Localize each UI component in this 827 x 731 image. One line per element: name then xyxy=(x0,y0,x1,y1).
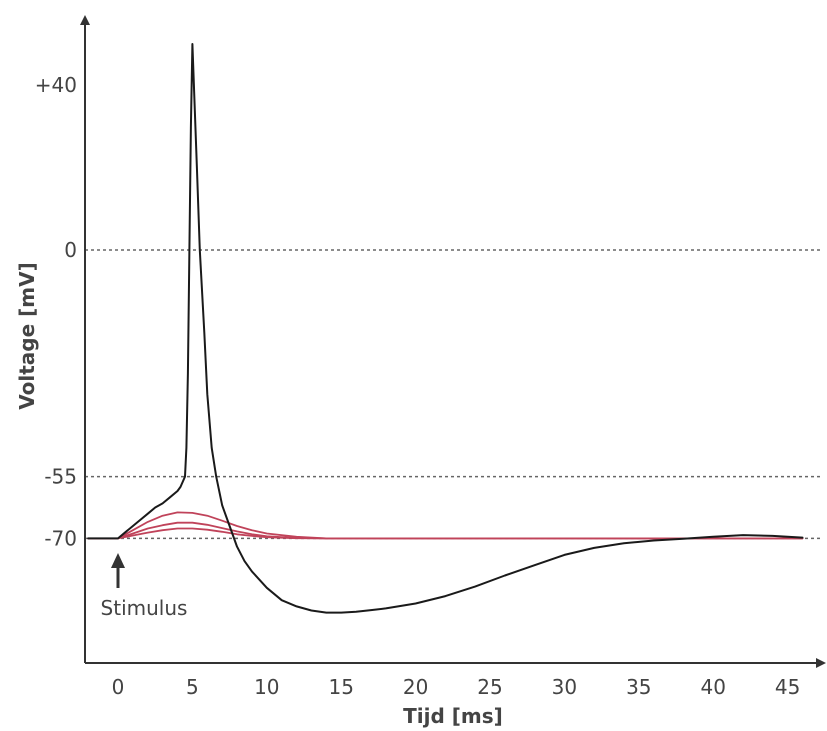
y-tick-label: -55 xyxy=(44,465,77,489)
reference-lines xyxy=(85,249,820,540)
y-tick-label: -70 xyxy=(44,526,77,550)
y-axis-title: Voltage [mV] xyxy=(15,262,39,409)
tick-labels: +40 0 -55 -70 0 5 10 15 20 25 30 35 40 45 xyxy=(35,73,801,699)
y-tick-label: +40 xyxy=(35,73,77,97)
x-tick-label: 10 xyxy=(254,675,279,699)
x-tick-label: 45 xyxy=(775,675,800,699)
stimulus-label: Stimulus xyxy=(101,596,188,620)
x-tick-label: 20 xyxy=(403,675,428,699)
series-lines xyxy=(87,43,804,614)
x-axis-arrowhead xyxy=(816,658,826,668)
x-axis-title: Tijd [ms] xyxy=(403,704,503,728)
y-axis-arrowhead xyxy=(80,15,90,25)
stimulus-annotation: Stimulus xyxy=(101,553,188,620)
stimulus-arrow-icon xyxy=(111,553,125,568)
subthreshold-line xyxy=(87,527,804,540)
x-tick-label: 0 xyxy=(112,675,125,699)
subthreshold-line xyxy=(87,521,804,540)
x-tick-label: 30 xyxy=(552,675,577,699)
y-tick-label: 0 xyxy=(64,238,77,262)
x-tick-label: 15 xyxy=(328,675,353,699)
subthreshold-line xyxy=(87,511,804,540)
x-tick-label: 5 xyxy=(186,675,199,699)
axes xyxy=(80,15,826,668)
x-tick-label: 25 xyxy=(477,675,502,699)
x-tick-label: 35 xyxy=(626,675,651,699)
x-tick-label: 40 xyxy=(700,675,725,699)
action-potential-line xyxy=(87,43,804,614)
